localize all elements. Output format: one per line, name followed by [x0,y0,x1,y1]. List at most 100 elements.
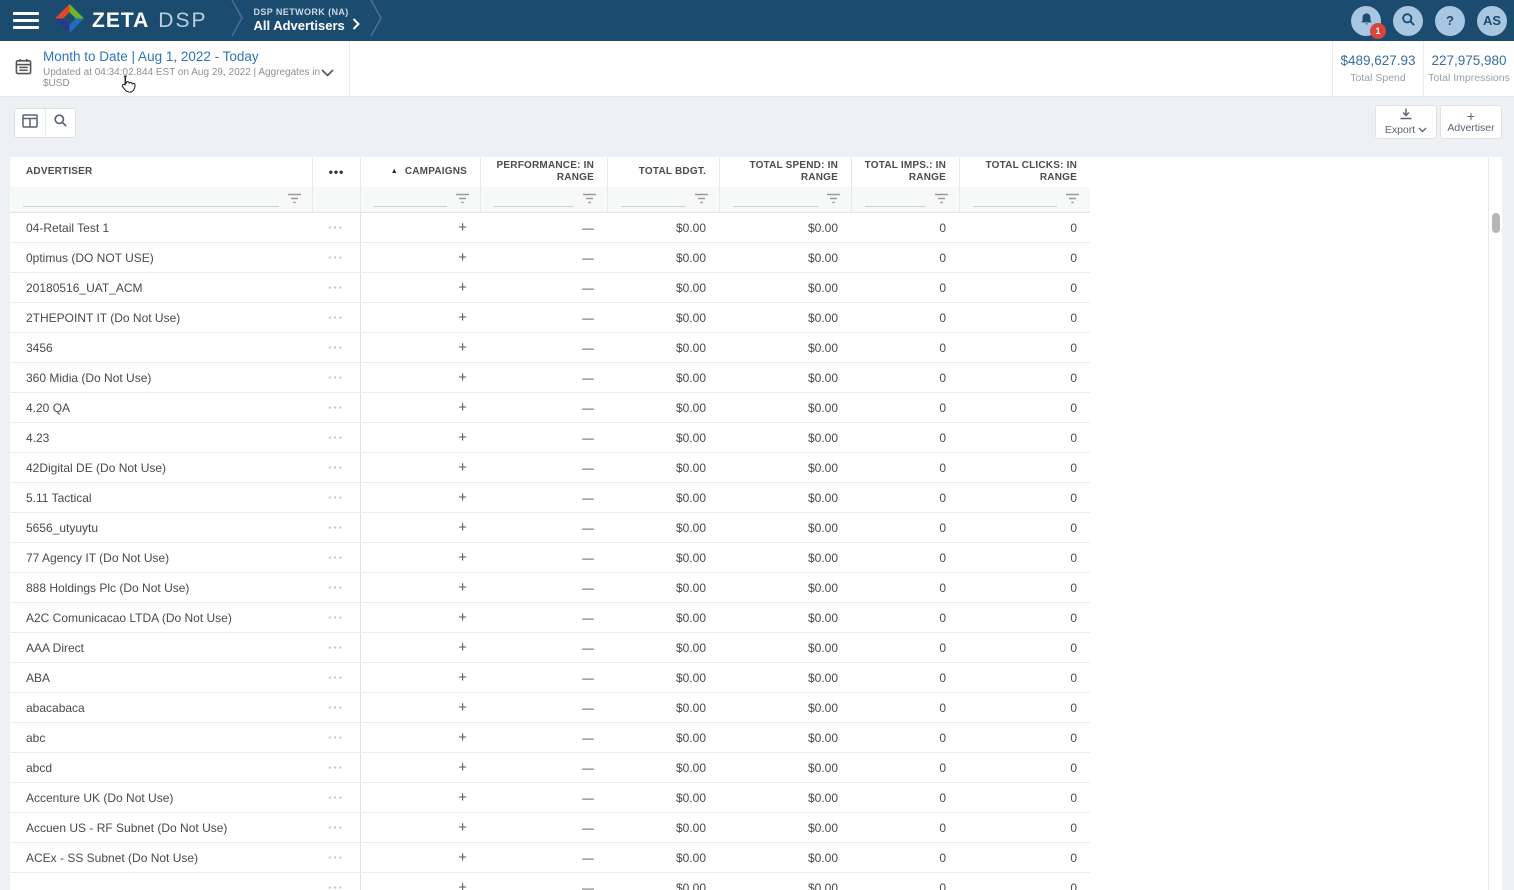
row-menu-icon[interactable]: ··· [328,490,344,505]
table-row[interactable]: 0ptimus (DO NOT USE) ··· + — $0.00 $0.00… [10,243,1090,273]
export-button[interactable]: Export [1375,105,1437,139]
table-row[interactable]: 4.23 ··· + — $0.00 $0.00 0 0 [10,423,1090,453]
advertiser-name-cell[interactable]: 5656_utyuytu [26,520,99,535]
advertiser-name-cell[interactable]: 0ptimus (DO NOT USE) [26,250,154,265]
row-menu-icon[interactable]: ··· [328,610,344,625]
filter-icon[interactable] [582,191,597,209]
expand-campaigns-button[interactable]: + [360,453,480,482]
row-menu-icon[interactable]: ··· [328,310,344,325]
filter-icon[interactable] [826,191,841,209]
filter-icon[interactable] [694,191,709,209]
expand-campaigns-button[interactable]: + [360,243,480,272]
expand-campaigns-button[interactable]: + [360,573,480,602]
row-menu-icon[interactable]: ··· [328,820,344,835]
breadcrumb[interactable]: DSP NETWORK (NA) All Advertisers [253,7,360,35]
table-row[interactable]: abc ··· + — $0.00 $0.00 0 0 [10,723,1090,753]
row-menu-icon[interactable]: ··· [328,700,344,715]
row-menu-icon[interactable]: ··· [328,670,344,685]
vertical-scrollbar[interactable] [1488,157,1502,890]
filter-icon[interactable] [287,191,302,209]
add-advertiser-button[interactable]: + Advertiser [1440,105,1502,139]
expand-campaigns-button[interactable]: + [360,303,480,332]
advertiser-name-cell[interactable]: Accenture UK (Do Not Use) [26,790,174,805]
advertiser-name-cell[interactable]: 3456 [26,340,53,355]
filter-icon[interactable] [934,191,949,209]
table-row[interactable]: 5656_utyuytu ··· + — $0.00 $0.00 0 0 [10,513,1090,543]
expand-campaigns-button[interactable]: + [360,213,480,242]
scrollbar-thumb[interactable] [1492,213,1500,233]
filter-campaigns[interactable] [360,187,480,212]
row-menu-icon[interactable]: ··· [328,400,344,415]
advertiser-name-cell[interactable]: 2THEPOINT IT (Do Not Use) [26,310,181,325]
notifications-button[interactable]: 1 [1351,5,1386,39]
advertiser-name-cell[interactable]: 42Digital DE (Do Not Use) [26,460,167,475]
chevron-right-icon[interactable] [352,18,360,34]
table-row[interactable]: 77 Agency IT (Do Not Use) ··· + — $0.00 … [10,543,1090,573]
column-header-performance[interactable]: PERFORMANCE: IN RANGE [480,157,607,187]
advertiser-name-cell[interactable]: A2C Comunicacao LTDA (Do Not Use) [26,610,232,625]
table-row[interactable]: 04-Retail Test 1 ··· + — $0.00 $0.00 0 0 [10,213,1090,243]
chevron-down-icon[interactable] [321,64,334,82]
row-menu-icon[interactable]: ··· [328,550,344,565]
advertiser-name-cell[interactable]: abcd [26,760,53,775]
expand-campaigns-button[interactable]: + [360,333,480,362]
advertiser-name-cell[interactable]: 4.20 QA [26,400,71,415]
user-avatar[interactable]: AS [1477,5,1507,36]
table-row[interactable]: abcd ··· + — $0.00 $0.00 0 0 [10,753,1090,783]
row-menu-icon[interactable]: ··· [328,280,344,295]
expand-campaigns-button[interactable]: + [360,483,480,512]
advertiser-name-cell[interactable]: Accuen US - RF Subnet (Do Not Use) [26,820,228,835]
expand-campaigns-button[interactable]: + [360,513,480,542]
expand-campaigns-button[interactable]: + [360,363,480,392]
filter-total-bdgt[interactable] [607,187,719,212]
filter-total-clicks[interactable] [959,187,1090,212]
table-row[interactable]: 20180516_UAT_ACM ··· + — $0.00 $0.00 0 0 [10,273,1090,303]
search-button[interactable] [1393,5,1423,36]
column-header-menu-icon[interactable]: ••• [312,157,360,187]
advertiser-name-cell[interactable] [10,873,312,890]
expand-campaigns-button[interactable]: + [360,873,480,890]
table-row[interactable]: ACEx - SS Subnet (Do Not Use) ··· + — $0… [10,843,1090,873]
advertiser-name-cell[interactable]: abacabaca [26,700,85,715]
row-menu-icon[interactable]: ··· [328,220,344,235]
table-row[interactable]: 5.11 Tactical ··· + — $0.00 $0.00 0 0 [10,483,1090,513]
filter-total-spend[interactable] [719,187,851,212]
date-range-selector[interactable]: Month to Date | Aug 1, 2022 - Today Upda… [0,41,350,96]
table-row[interactable]: ABA ··· + — $0.00 $0.00 0 0 [10,663,1090,693]
row-menu-icon[interactable]: ··· [328,790,344,805]
column-header-advertiser[interactable]: ADVERTISER [26,165,93,177]
row-menu-icon[interactable]: ··· [328,580,344,595]
expand-campaigns-button[interactable]: + [360,603,480,632]
column-header-total-imps[interactable]: TOTAL IMPS.: IN RANGE [851,157,959,187]
advertiser-name-cell[interactable]: 888 Holdings Plc (Do Not Use) [26,580,190,595]
advertiser-name-cell[interactable]: 4.23 [26,430,50,445]
table-row[interactable]: 888 Holdings Plc (Do Not Use) ··· + — $0… [10,573,1090,603]
expand-campaigns-button[interactable]: + [360,693,480,722]
row-menu-icon[interactable]: ··· [328,760,344,775]
advertiser-name-cell[interactable]: 5.11 Tactical [26,490,92,505]
advertiser-name-cell[interactable]: 20180516_UAT_ACM [26,280,143,295]
row-menu-icon[interactable]: ··· [328,640,344,655]
expand-campaigns-button[interactable]: + [360,543,480,572]
row-menu-icon[interactable]: ··· [328,340,344,355]
expand-campaigns-button[interactable]: + [360,723,480,752]
row-menu-icon[interactable]: ··· [328,250,344,265]
menu-icon[interactable] [13,12,39,29]
table-row[interactable]: 4.20 QA ··· + — $0.00 $0.00 0 0 [10,393,1090,423]
expand-campaigns-button[interactable]: + [360,783,480,812]
table-row[interactable]: A2C Comunicacao LTDA (Do Not Use) ··· + … [10,603,1090,633]
row-menu-icon[interactable]: ··· [328,850,344,865]
expand-campaigns-button[interactable]: + [360,663,480,692]
expand-campaigns-button[interactable]: + [360,753,480,782]
advertiser-name-cell[interactable]: abc [26,730,46,745]
search-table-button[interactable] [45,109,75,137]
table-row[interactable]: 3456 ··· + — $0.00 $0.00 0 0 [10,333,1090,363]
expand-campaigns-button[interactable]: + [360,423,480,452]
table-row[interactable]: AAA Direct ··· + — $0.00 $0.00 0 0 [10,633,1090,663]
expand-campaigns-button[interactable]: + [360,633,480,662]
expand-campaigns-button[interactable]: + [360,813,480,842]
table-row[interactable]: ··· + — $0.00 $0.00 0 0 [10,873,1090,890]
expand-campaigns-button[interactable]: + [360,843,480,872]
table-row[interactable]: 360 Midia (Do Not Use) ··· + — $0.00 $0.… [10,363,1090,393]
advertiser-name-cell[interactable]: AAA Direct [26,640,85,655]
